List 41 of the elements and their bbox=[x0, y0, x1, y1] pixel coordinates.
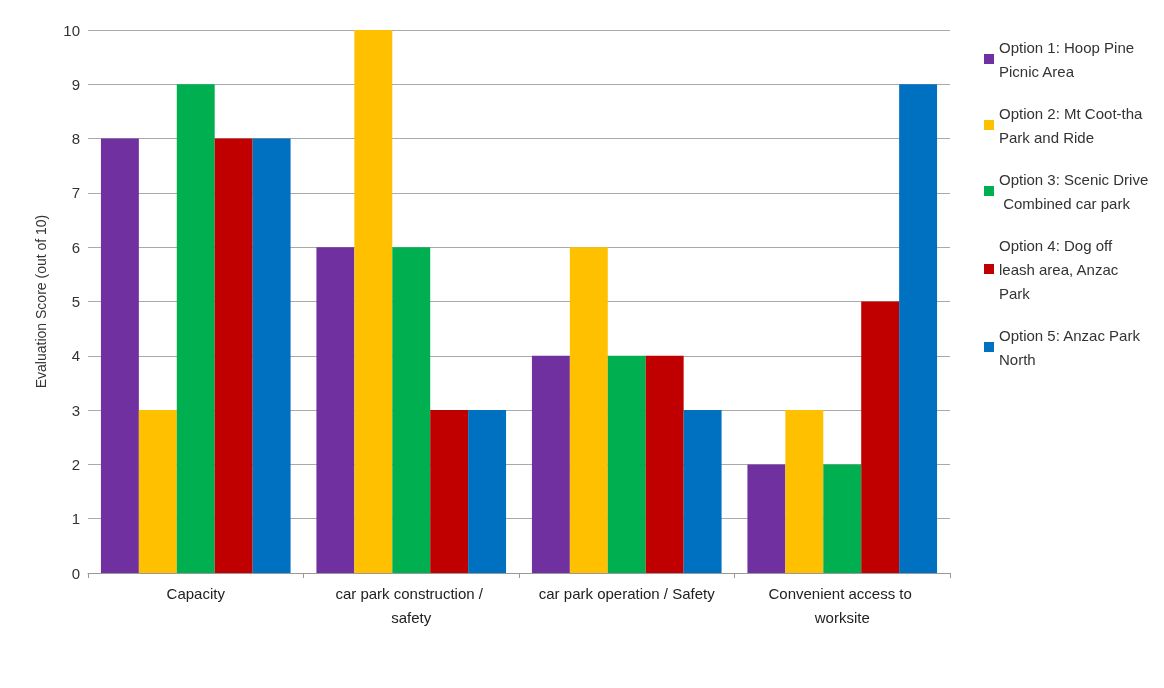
bar bbox=[176, 84, 215, 573]
y-tick-label: 0 bbox=[71, 564, 80, 582]
y-tick-label: 8 bbox=[71, 130, 80, 148]
bar bbox=[645, 355, 684, 573]
bar bbox=[430, 410, 469, 573]
bar bbox=[607, 355, 646, 573]
legend-label: Option 2: Mt Coot-tha Park and Ride bbox=[999, 104, 1147, 146]
y-axis-title: Evaluation Score (out of 10) bbox=[33, 214, 49, 389]
bar bbox=[823, 464, 862, 573]
y-tick-label: 10 bbox=[63, 21, 80, 39]
legend-label: Option 4: Dog off leash area, Anzac Park bbox=[999, 236, 1123, 302]
legend-label: Option 1: Hoop Pine Picnic Area bbox=[999, 38, 1139, 80]
y-tick-label: 6 bbox=[71, 238, 80, 256]
bar bbox=[785, 410, 824, 573]
x-tick-label: car park operation / Safety bbox=[538, 584, 716, 602]
legend-label: Option 3: Scenic Drive Combined car park bbox=[999, 170, 1149, 212]
bar bbox=[214, 138, 253, 573]
bar bbox=[683, 410, 722, 573]
bar bbox=[100, 138, 139, 573]
bar bbox=[468, 410, 507, 573]
bar bbox=[138, 410, 177, 573]
x-tick-label: car park construction / safety bbox=[335, 584, 488, 626]
bar bbox=[354, 30, 393, 573]
legend-label: Option 5: Anzac Park North bbox=[999, 326, 1145, 368]
bar bbox=[861, 301, 900, 573]
y-tick-label: 4 bbox=[71, 347, 80, 365]
y-tick-label: 9 bbox=[71, 75, 80, 93]
y-tick-label: 3 bbox=[71, 401, 80, 419]
bar bbox=[252, 138, 291, 573]
bar bbox=[747, 464, 786, 573]
x-tick-label: Convenient access to worksite bbox=[768, 584, 917, 626]
x-tick-label: Capacity bbox=[166, 584, 226, 602]
bar bbox=[392, 247, 431, 573]
bar bbox=[569, 247, 608, 573]
y-tick-label: 1 bbox=[71, 510, 80, 528]
bar bbox=[899, 84, 938, 573]
y-tick-label: 2 bbox=[71, 455, 80, 473]
bar bbox=[316, 247, 355, 573]
y-tick-label: 5 bbox=[71, 293, 80, 310]
bar bbox=[531, 355, 570, 573]
y-tick-label: 7 bbox=[71, 184, 80, 202]
